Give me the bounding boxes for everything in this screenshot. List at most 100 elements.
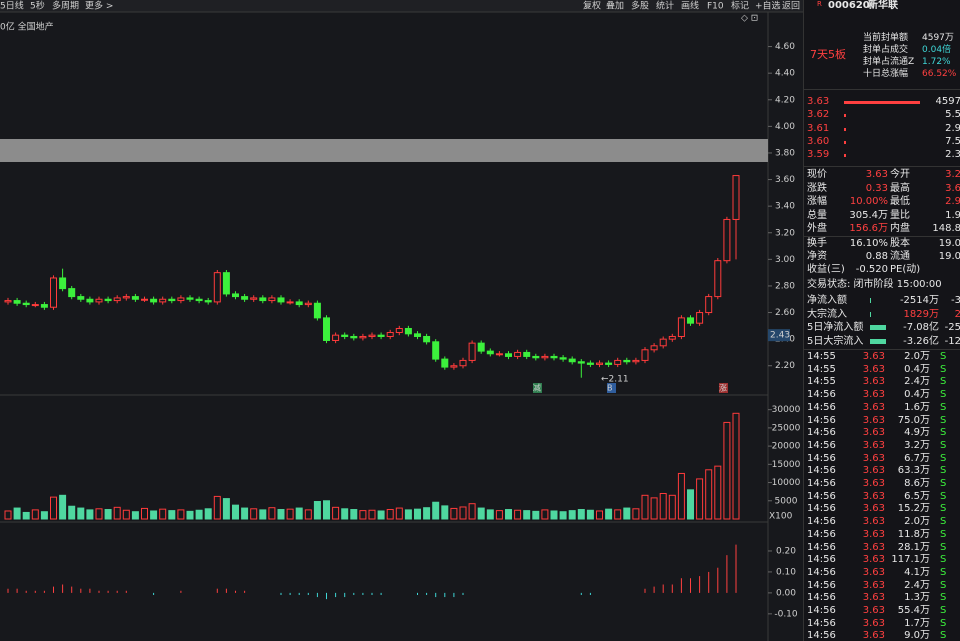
- book-bar: [844, 154, 846, 158]
- candle-body: [22, 302, 30, 306]
- trade-price: 3.63: [862, 516, 885, 528]
- y-tick-label: 5000: [775, 496, 798, 506]
- volume-bar: [122, 509, 130, 520]
- volume-bar: [395, 507, 403, 520]
- trade-time: 14:56: [807, 630, 836, 641]
- candle-body: [441, 358, 449, 368]
- flow-value: -25: [944, 322, 960, 333]
- volume-bar: [359, 510, 367, 520]
- volume-bar: [523, 510, 531, 520]
- toolbar-item[interactable]: +自选: [755, 0, 781, 12]
- quote-label: 收益(三): [807, 264, 845, 275]
- trade-price: 3.63: [862, 630, 885, 641]
- trade-price: 3.63: [862, 401, 885, 413]
- toolbar-item[interactable]: F10: [707, 2, 724, 12]
- candle-body: [104, 298, 112, 302]
- trade-time: 14:55: [807, 376, 836, 388]
- flow-bar: [870, 325, 886, 330]
- trade-time: 14:56: [807, 541, 836, 553]
- volume-bar: [468, 503, 476, 520]
- volume-bar: [150, 510, 158, 520]
- trade-price: 3.63: [862, 363, 885, 375]
- signal-box: [719, 383, 728, 393]
- volume-bar: [404, 509, 412, 520]
- volume-bar: [414, 508, 421, 520]
- candle-body: [650, 345, 658, 351]
- volume-bar: [323, 500, 330, 520]
- trade-time: 14:56: [807, 528, 836, 540]
- divider: [804, 89, 960, 90]
- candle-body: [495, 353, 503, 356]
- flow-bar: [870, 298, 871, 303]
- trade-volume: 0.4万: [904, 389, 930, 401]
- y-tick-label: 15000: [772, 460, 801, 470]
- volume-bar: [559, 511, 567, 520]
- trade-time: 14:56: [807, 605, 836, 616]
- seal-value: 1.72%: [922, 57, 951, 67]
- candle-body: [723, 218, 731, 262]
- quote-value: 148.8: [932, 223, 960, 234]
- trade-price: 3.63: [862, 351, 885, 362]
- trade-side: S: [940, 579, 947, 591]
- candle-body: [586, 362, 594, 365]
- volume-bar: [177, 509, 185, 520]
- trade-time: 14:56: [807, 427, 836, 439]
- toolbar-item[interactable]: 5秒: [30, 0, 45, 12]
- toolbar-item[interactable]: 多股: [631, 0, 649, 12]
- candle-body: [550, 355, 558, 359]
- trade-time: 14:56: [807, 452, 836, 464]
- trade-time: 14:56: [807, 478, 836, 489]
- toolbar-item[interactable]: 复权: [583, 0, 601, 12]
- gray-band: [0, 139, 768, 162]
- candle-body: [168, 298, 176, 302]
- toolbar-item[interactable]: 更多 >: [85, 0, 113, 12]
- quote-value: 3.2: [945, 169, 960, 180]
- candle-body: [4, 300, 12, 303]
- volume-bar: [668, 494, 676, 520]
- candle-body: [295, 301, 303, 306]
- volume-bar: [141, 507, 148, 520]
- trade-volume: 6.7万: [904, 452, 930, 464]
- candle-body: [423, 335, 431, 343]
- y-tick-label: 20000: [772, 442, 801, 452]
- flow-value: 1829万: [903, 308, 939, 320]
- trade-price: 3.63: [862, 503, 885, 515]
- candle-body: [68, 288, 76, 298]
- y-tick-label: 25000: [772, 423, 801, 433]
- trade-side: S: [940, 414, 947, 426]
- trade-side: S: [940, 389, 947, 401]
- candle-body: [259, 297, 267, 302]
- candle-body: [623, 359, 631, 363]
- toolbar-item[interactable]: 画线: [681, 0, 699, 12]
- trade-time: 14:56: [807, 503, 836, 515]
- quote-label: 涨幅: [807, 196, 827, 207]
- trade-side: S: [940, 452, 947, 464]
- candle-body: [714, 260, 722, 298]
- y-tick-label: 3.80: [775, 148, 795, 158]
- candle-body: [414, 333, 421, 337]
- quote-value: 19.0: [938, 251, 960, 262]
- trade-side: S: [940, 490, 947, 502]
- candle-body: [341, 334, 349, 337]
- toolbar-item[interactable]: 返回: [782, 0, 800, 12]
- volume-bar: [486, 509, 494, 520]
- quote-label: 总量: [807, 210, 827, 221]
- candle-body: [696, 312, 704, 324]
- trade-side: S: [940, 516, 947, 528]
- y-tick-label: 4.60: [775, 42, 795, 52]
- icon[interactable]: ◇ ⊡: [741, 14, 758, 24]
- trade-volume: 2.0万: [904, 351, 930, 362]
- trade-time: 14:56: [807, 414, 836, 426]
- trade-side: S: [940, 630, 947, 641]
- toolbar-item[interactable]: 5日线: [0, 0, 24, 12]
- quote-value: 156.6万: [849, 223, 888, 234]
- toolbar-item[interactable]: 标记: [731, 0, 749, 12]
- toolbar-item[interactable]: 统计: [656, 0, 674, 12]
- seal-label: 封单占流通Z: [863, 57, 915, 67]
- quote-label: 现价: [807, 169, 827, 180]
- candle-body: [514, 351, 522, 357]
- toolbar-item[interactable]: 叠加: [606, 1, 624, 12]
- toolbar-item[interactable]: 多周期: [52, 0, 79, 12]
- candle-body: [222, 272, 230, 295]
- trade-time: 14:56: [807, 617, 836, 629]
